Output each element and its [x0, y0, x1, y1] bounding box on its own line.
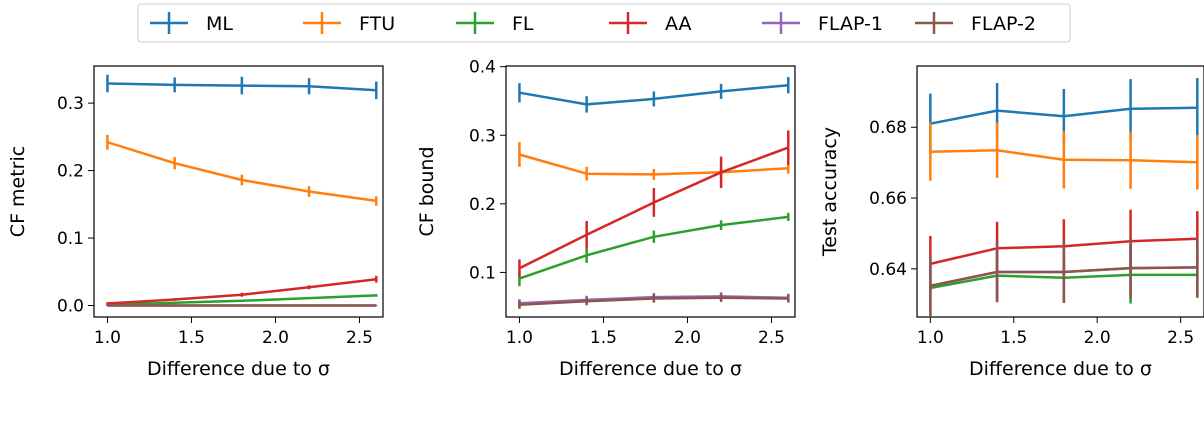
y-axis-label: CF metric — [7, 146, 29, 237]
x-tick-label: 2.5 — [758, 328, 785, 348]
plot-area — [106, 74, 378, 307]
y-tick-label: 0.2 — [57, 162, 84, 182]
axes-frame — [505, 65, 796, 318]
chart-panel-2: 1.0 1.5 2.0 2.5 0.1 0.2 0.3 0.4 Difference due t… — [416, 58, 796, 380]
y-tick-label: 0.0 — [57, 297, 84, 317]
legend-label: FLAP-2 — [971, 13, 1036, 35]
legend-entry: ML — [150, 12, 233, 35]
legend-entry: FLAP-1 — [762, 12, 883, 35]
legend: ML FTU FL AA FLAP-1 FLAP-2 — [137, 3, 1071, 43]
series-aa — [518, 130, 790, 278]
x-tick-label: 1.5 — [590, 328, 617, 348]
y-axis-label: Test accuracy — [819, 127, 841, 257]
series-flap-2 — [106, 304, 378, 307]
x-tick-label: 2.5 — [1167, 328, 1194, 348]
series-aa — [106, 275, 378, 305]
y-tick-label: 0.1 — [57, 229, 84, 249]
legend-entry: AA — [609, 12, 692, 35]
y-tick-label: 0.1 — [469, 263, 496, 283]
chart-panel-1: 1.0 1.5 2.0 2.5 0.0 0.1 0.2 0.3 Difference due t… — [7, 65, 384, 380]
x-tick-label: 1.0 — [94, 328, 121, 348]
series-line — [107, 141, 377, 203]
series-ftu — [929, 122, 1199, 190]
x-tick-label: 1.5 — [1000, 328, 1027, 348]
legend-label: AA — [665, 13, 692, 35]
y-tick-label: 0.3 — [469, 126, 496, 146]
legend-label: FLAP-1 — [818, 13, 883, 35]
series-flap-2 — [518, 293, 790, 309]
axes-frame — [916, 65, 1204, 318]
series-ftu — [106, 134, 378, 206]
series-fl — [106, 294, 378, 307]
legend-label: FTU — [359, 13, 395, 35]
x-tick-label: 2.0 — [262, 328, 289, 348]
charts: 1.0 1.5 2.0 2.5 0.0 0.1 0.2 0.3 Difference due t… — [7, 58, 1204, 380]
x-axis-label: Difference due to σ — [969, 358, 1152, 380]
legend-entry: FLAP-2 — [915, 12, 1036, 35]
y-tick-label: 0.64 — [869, 260, 907, 280]
series-ml — [518, 76, 790, 113]
x-tick-label: 2.0 — [674, 328, 701, 348]
x-axis-label: Difference due to σ — [147, 358, 330, 380]
legend-entry: FTU — [303, 12, 395, 35]
y-tick-label: 0.66 — [869, 189, 907, 209]
y-tick-label: 0.3 — [57, 94, 84, 114]
x-tick-label: 1.0 — [917, 328, 944, 348]
series-ml — [106, 74, 378, 100]
x-tick-label: 2.5 — [346, 328, 373, 348]
plot-area — [518, 76, 790, 309]
y-tick-label: 0.2 — [469, 195, 496, 215]
legend-label: ML — [206, 13, 233, 35]
series-ftu — [518, 142, 790, 181]
x-axis-label: Difference due to σ — [559, 358, 742, 380]
chart-panel-3: 1.0 1.5 2.0 2.5 0.64 0.66 0.68 Difference due t… — [819, 65, 1204, 380]
legend-entry: FL — [456, 12, 534, 35]
axes-frame — [93, 65, 384, 318]
plot-area — [929, 78, 1199, 316]
legend-frame — [137, 3, 1071, 43]
x-tick-label: 2.0 — [1084, 328, 1111, 348]
x-tick-label: 1.0 — [506, 328, 533, 348]
y-axis-label: CF bound — [416, 146, 438, 236]
series-flap-2 — [929, 237, 1199, 316]
x-tick-label: 1.5 — [178, 328, 205, 348]
y-tick-label: 0.68 — [869, 118, 907, 138]
legend-label: FL — [512, 13, 534, 35]
y-tick-label: 0.4 — [469, 58, 496, 78]
